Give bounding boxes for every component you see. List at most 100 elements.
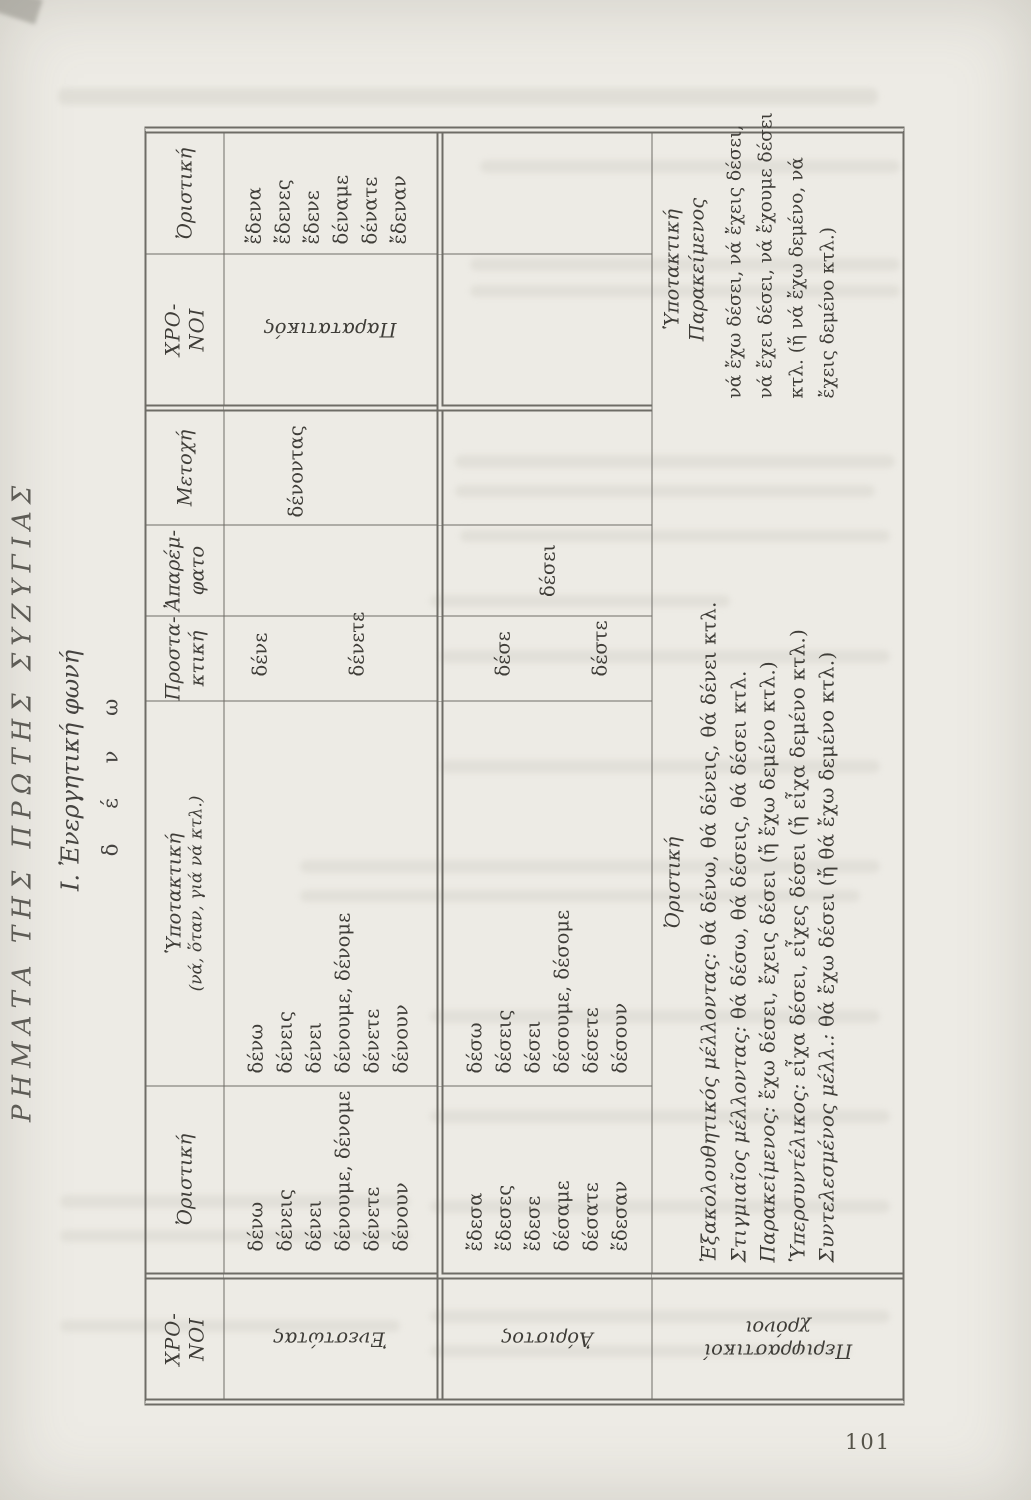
verb-form: δέσουμε, δέσομε [550, 909, 574, 1074]
bleed-line [430, 1110, 890, 1123]
aorist-indicative-forms: ἔδεσα ἔδεσες ἔδεσε δέσαμε δέσατε ἔδεσαν [436, 1086, 652, 1280]
sub-header-indicative: Ὀριστική [661, 836, 685, 929]
bleed-line [60, 1195, 410, 1208]
header-label: Ὀριστική [173, 147, 197, 240]
header-indicative-2: Ὀριστική [146, 133, 224, 255]
periphrastic-line: Ἐξακολουθητικός μέλλοντας: θά δένω, θά δ… [696, 601, 721, 1263]
verb-form: δέσω [463, 1022, 487, 1074]
periphrastic-line: Ὑπερσυντέλικος: εἶχα δέσει, εἶχες δέσει … [785, 629, 809, 1263]
imperfect-indicative-forms: ἔδενα ἔδενες ἔδενε δέναμε δένατε ἔδεναν [223, 133, 437, 255]
verb-form: ἔδεσε [521, 1195, 545, 1252]
bleed-line [430, 1310, 890, 1323]
bleed-line [440, 650, 890, 663]
aorist-participle-empty [436, 411, 652, 526]
text-line: νά ἔχω δέσει, νά ἔχεις δέσει, [724, 124, 746, 399]
text-line: κτλ. (ἤ νά ἔχω δεμένο, νά [786, 157, 808, 399]
verb-form: δέσατε [579, 1182, 603, 1252]
verb-form: δένει [302, 1200, 326, 1252]
bleed-line [470, 258, 900, 271]
bleed-line [60, 1230, 410, 1242]
verb-form: δένατε [358, 176, 382, 245]
bleed-line [460, 530, 890, 542]
periphrastic-line: Παρακείμενος: ἔχω δέσει, ἔχεις δέσει (ἤ … [755, 661, 780, 1263]
bleed-line [60, 1320, 400, 1332]
bleed-line [430, 595, 730, 607]
verb-form: δένουν [389, 1004, 413, 1074]
aorist-subjunctive-forms: δέσω δέσεις δέσει δέσουμε, δέσομε δέσετε δέσο… [436, 701, 652, 1087]
verb-form: δέσαμε [550, 1180, 574, 1252]
present-indicative-forms: δένω δένεις δένει δένουμε, δένομε δένετε δένο… [223, 1086, 437, 1280]
present-infinitive-empty [223, 525, 437, 617]
header-line: ΧΡΟ- [161, 302, 185, 357]
verb-form: δέσει [536, 544, 559, 597]
bleed-line [300, 890, 860, 902]
verb-form: δέναμε [329, 174, 353, 245]
conjugation-table: ΧΡΟ- ΝΟΙ Ὀριστική Ὑποτακτική (νά, ὅταν, γι… [144, 112, 905, 1406]
header-participle: Μετοχή [146, 411, 224, 526]
present-imperative-forms: δένε δένετε [223, 612, 437, 702]
header-line: Ὑποτακτική [660, 209, 684, 330]
verb-form: ἔδεσες [492, 1184, 516, 1252]
aorist-tense2-empty [436, 254, 652, 412]
tense-label: Ἐνεστώτας [273, 1327, 388, 1351]
verb-form: δέσετε [579, 1007, 603, 1074]
present-subjunctive-forms: δένω δένεις δένει δένουμε, δένομε δένετε δένο… [223, 701, 437, 1087]
verb-form: ἔδενες [271, 179, 295, 245]
verb-form: δένεις [273, 1011, 297, 1074]
verb-form: δένουν [389, 1182, 413, 1252]
header-line: ΧΡΟ- [161, 1312, 185, 1366]
header-line: Ὑποτακτική [162, 833, 186, 954]
header-line: κτική [185, 630, 208, 687]
header-label: Ὀριστική [173, 1133, 197, 1226]
sub-header-subjunctive-perfect: Ὑποτακτική Παρακείμενος [660, 150, 711, 390]
section-title: Ι. Ἐνεργητική φωνή [56, 649, 85, 892]
verb-form: δέσεις [492, 1009, 516, 1074]
verb-form: δένοντας [284, 425, 308, 518]
header-line: (νά, ὅταν, γιά νά κτλ.) [186, 795, 207, 992]
periphrastic-subjunctive-lines: νά ἔχω δέσει, νά ἔχεις δέσει, νά ἔχει δέσ… [719, 112, 843, 412]
header-line: ΝΟΙ [185, 1317, 208, 1361]
header-subjunctive: Ὑποτακτική (νά, ὅταν, γιά νά κτλ.) [146, 701, 224, 1087]
bleed-line [470, 285, 900, 297]
verb-lemma: δ έ ν ω [98, 684, 123, 857]
page-number: 101 [845, 1430, 892, 1454]
verb-form: δένω [244, 1023, 268, 1074]
periphrastic-line: Συντελεσμένος μέλλ.: θά ἔχω δέσει (ἤ θά … [814, 651, 839, 1263]
periphrastic-subjunctive-cell: Ὑποτακτική Παρακείμενος νά ἔχω δέσει, νά … [651, 112, 903, 412]
verb-form: δέστε [588, 620, 612, 677]
tense-label: Περιφραστικοί χρόνοι [703, 1315, 852, 1363]
imperfect-tense-label: Παρατατικός [223, 254, 437, 412]
bleed-line [430, 1345, 850, 1357]
header-line: ΝΟΙ [185, 307, 208, 352]
bleed-line [430, 1010, 880, 1023]
aorist-indicative2-empty [436, 133, 652, 255]
verb-form: ἔδεσαν [608, 1180, 632, 1252]
bleed-line [455, 485, 875, 497]
periphrastic-indicative-lines: Ἐξακολουθητικός μέλλοντας: θά δένω, θά δ… [695, 412, 843, 1273]
present-participle: δένοντας [223, 411, 437, 526]
bleed-line [440, 760, 880, 773]
verb-form: δένετε [360, 1008, 384, 1074]
text-line: ἔχεις δεμένο κτλ.) [817, 227, 839, 399]
verb-form: δέσουν [608, 1002, 632, 1074]
periphrastic-indicative-cell: Ὀριστική Ἐξακολουθητικός μέλλοντας: θά δ… [651, 411, 903, 1280]
header-line: Ἀπαρέμ- [161, 529, 185, 612]
bleed-line [455, 455, 895, 468]
header-tenses-2: ΧΡΟ- ΝΟΙ [146, 254, 224, 412]
verb-form: δένε [248, 632, 272, 677]
verb-form: δένει [302, 1022, 326, 1074]
header-label: Μετοχή [173, 429, 197, 507]
page-title: ΡΗΜΑΤΑ ΤΗΣ ΠΡΩΤΗΣ ΣΥΖΥΓΙΑΣ [7, 478, 38, 1123]
verb-form: δένουμε, δένομε [331, 912, 355, 1074]
bleed-line [58, 88, 878, 105]
periphrastic-line: Στιγμιαῖος μέλλοντας: θά δέσω, θά δέσεις… [726, 670, 750, 1263]
header-line: φατο [185, 545, 208, 596]
header-infinitive: Ἀπαρέμ-φατο [146, 525, 224, 617]
verb-form: ἔδεναν [387, 175, 411, 245]
row-label-aorist: Ἀόριστος [436, 1279, 652, 1399]
header-indicative: Ὀριστική [146, 1086, 224, 1280]
header-tenses: ΧΡΟ- ΝΟΙ [147, 1280, 224, 1399]
verb-form: δέσε [491, 631, 515, 677]
